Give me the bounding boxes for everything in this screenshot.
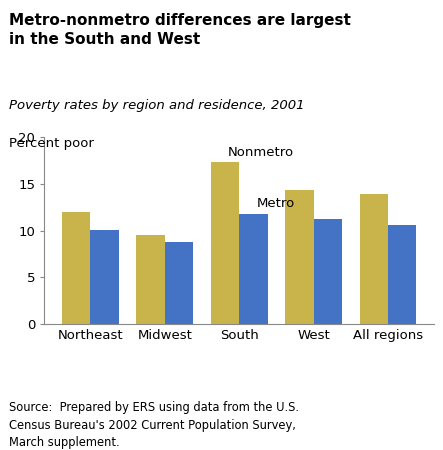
- Text: Metro-nonmetro differences are largest
in the South and West: Metro-nonmetro differences are largest i…: [9, 14, 351, 46]
- Bar: [239, 214, 268, 324]
- Bar: [90, 230, 119, 324]
- Bar: [211, 162, 239, 324]
- Bar: [388, 225, 416, 324]
- Bar: [285, 190, 314, 324]
- Text: Percent poor: Percent poor: [9, 137, 94, 150]
- Bar: [360, 194, 388, 324]
- Text: Metro: Metro: [256, 197, 295, 210]
- Text: Source:  Prepared by ERS using data from the U.S.
Census Bureau's 2002 Current P: Source: Prepared by ERS using data from …: [9, 401, 299, 449]
- Bar: [62, 212, 90, 324]
- Bar: [136, 235, 165, 324]
- Text: Nonmetro: Nonmetro: [228, 146, 294, 159]
- Text: Poverty rates by region and residence, 2001: Poverty rates by region and residence, 2…: [9, 99, 304, 112]
- Bar: [314, 220, 342, 324]
- Bar: [165, 242, 193, 324]
